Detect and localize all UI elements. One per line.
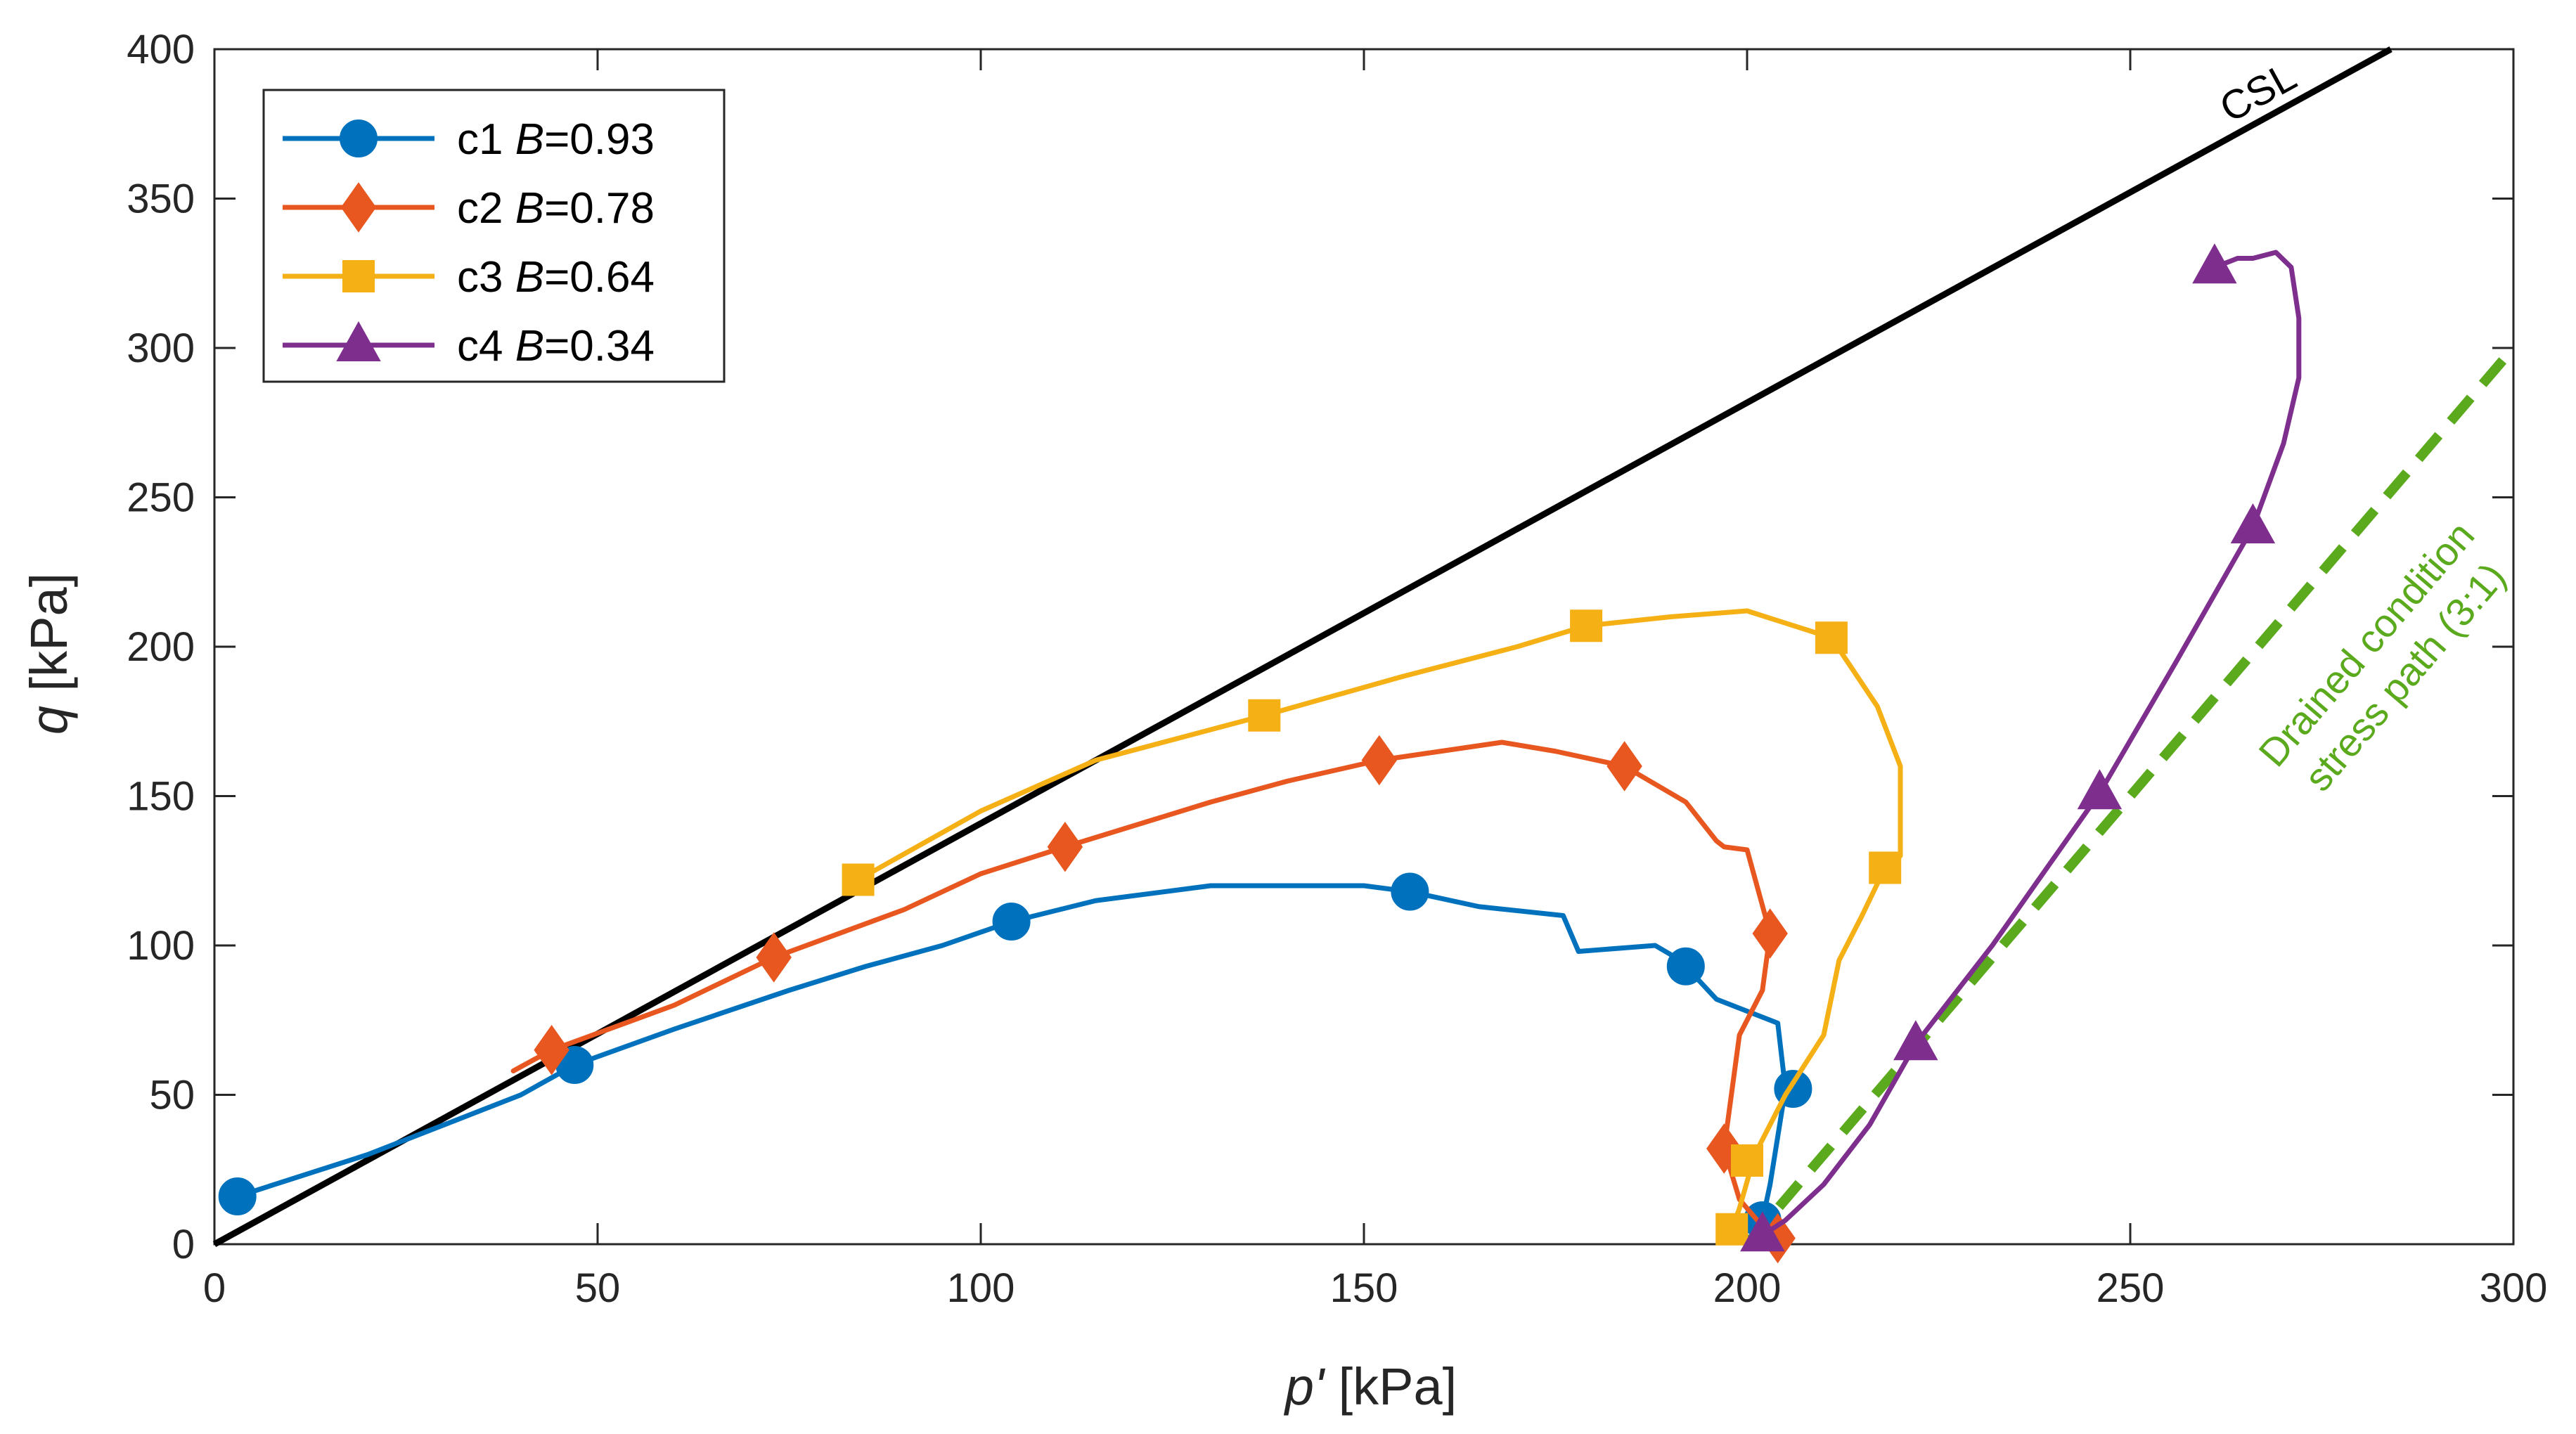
- legend-b-symbol: B: [515, 253, 544, 302]
- series-line-c4: [1760, 250, 2302, 1238]
- data-point-c2: [756, 932, 792, 983]
- y-tick-label: 300: [127, 325, 195, 371]
- data-point-c1: [1391, 872, 1429, 911]
- legend-series-name: c2: [457, 184, 515, 233]
- data-point-c3: [842, 863, 875, 896]
- series-layer: [218, 243, 2302, 1264]
- x-axis-label: p' [kPa]: [1284, 1357, 1457, 1416]
- y-axis-symbol: q: [20, 706, 78, 735]
- legend-marker-c1: [340, 119, 378, 157]
- legend-b-value: =0.93: [544, 115, 655, 164]
- data-point-c4: [2230, 503, 2276, 543]
- data-point-c3: [1715, 1213, 1749, 1246]
- data-point-c4: [2077, 769, 2123, 810]
- legend-series-name: c4: [457, 322, 515, 370]
- y-tick-label: 150: [127, 774, 195, 820]
- data-point-c1: [218, 1177, 257, 1215]
- data-point-c1: [992, 903, 1031, 941]
- data-point-c3: [1248, 699, 1281, 732]
- x-tick-label: 100: [947, 1265, 1015, 1311]
- data-point-c1: [1666, 947, 1705, 986]
- data-point-c3: [1731, 1144, 1763, 1177]
- x-tick-label: 50: [575, 1265, 621, 1311]
- legend-b-symbol: B: [515, 322, 544, 370]
- y-tick-label: 100: [127, 923, 195, 969]
- series-c2: [510, 735, 1796, 1264]
- data-point-c2: [534, 1025, 569, 1076]
- series-line-c2: [510, 739, 1781, 1241]
- series-c1: [218, 872, 1812, 1239]
- x-tick-label: 0: [203, 1265, 226, 1311]
- legend-series-name: c1: [457, 115, 515, 164]
- data-point-c4: [1740, 1211, 1785, 1252]
- legend-b-value: =0.34: [544, 322, 655, 370]
- data-point-c2: [1606, 741, 1642, 792]
- legend-series-name: c3: [457, 253, 515, 302]
- x-axis-symbol: p': [1284, 1357, 1326, 1416]
- data-point-c2: [1047, 822, 1083, 872]
- legend-b-symbol: B: [515, 115, 544, 164]
- data-point-c4: [2192, 243, 2237, 284]
- legend-marker-c3: [342, 260, 375, 292]
- y-tick-label: 350: [127, 176, 195, 222]
- y-tick-label: 250: [127, 475, 195, 521]
- y-axis-unit: [kPa]: [20, 573, 78, 706]
- csl-line: [212, 46, 2393, 1247]
- y-tick-label: 0: [172, 1222, 195, 1267]
- series-c3: [842, 608, 1903, 1246]
- y-tick-label: 50: [149, 1073, 195, 1118]
- legend-entry-c3: c3 B=0.64: [283, 253, 655, 302]
- legend-label-c4: c4 B=0.34: [457, 322, 655, 370]
- y-axis-label: q [kPa]: [20, 573, 78, 735]
- legend-label-c3: c3 B=0.64: [457, 253, 655, 302]
- y-tick-label: 200: [127, 624, 195, 670]
- legend-marker-c2: [340, 182, 377, 233]
- x-tick-label: 200: [1713, 1265, 1782, 1311]
- data-point-c4: [1893, 1020, 1938, 1061]
- legend-label-c2: c2 B=0.78: [457, 184, 655, 233]
- series-line-c1: [235, 883, 1788, 1223]
- axis-ticks: 0 50 100 150 200 250 300 0 50 100 150 200 250 300 350 4…: [127, 27, 2547, 1311]
- legend-entry-c4: c4 B=0.34: [283, 321, 655, 370]
- legend-entry-c1: c1 B=0.93: [283, 115, 655, 164]
- x-axis-unit: [kPa]: [1324, 1357, 1457, 1416]
- legend-b-value: =0.78: [544, 184, 655, 233]
- legend-b-symbol: B: [515, 184, 544, 233]
- x-tick-label: 150: [1330, 1265, 1398, 1311]
- data-point-c3: [1570, 609, 1603, 642]
- legend-b-value: =0.64: [544, 253, 655, 302]
- series-c4: [1740, 243, 2302, 1252]
- data-point-c3: [1869, 851, 1902, 884]
- series-line-c3: [856, 608, 1903, 1232]
- data-point-c3: [1815, 621, 1848, 654]
- x-tick-label: 250: [2097, 1265, 2165, 1311]
- y-tick-label: 400: [127, 27, 195, 72]
- legend-label-c1: c1 B=0.93: [457, 115, 655, 164]
- legend-marker-c4: [336, 321, 381, 361]
- legend-entry-c2: c2 B=0.78: [283, 182, 655, 233]
- data-point-c2: [1752, 908, 1788, 959]
- x-tick-label: 300: [2480, 1265, 2548, 1311]
- data-point-c2: [1361, 735, 1398, 786]
